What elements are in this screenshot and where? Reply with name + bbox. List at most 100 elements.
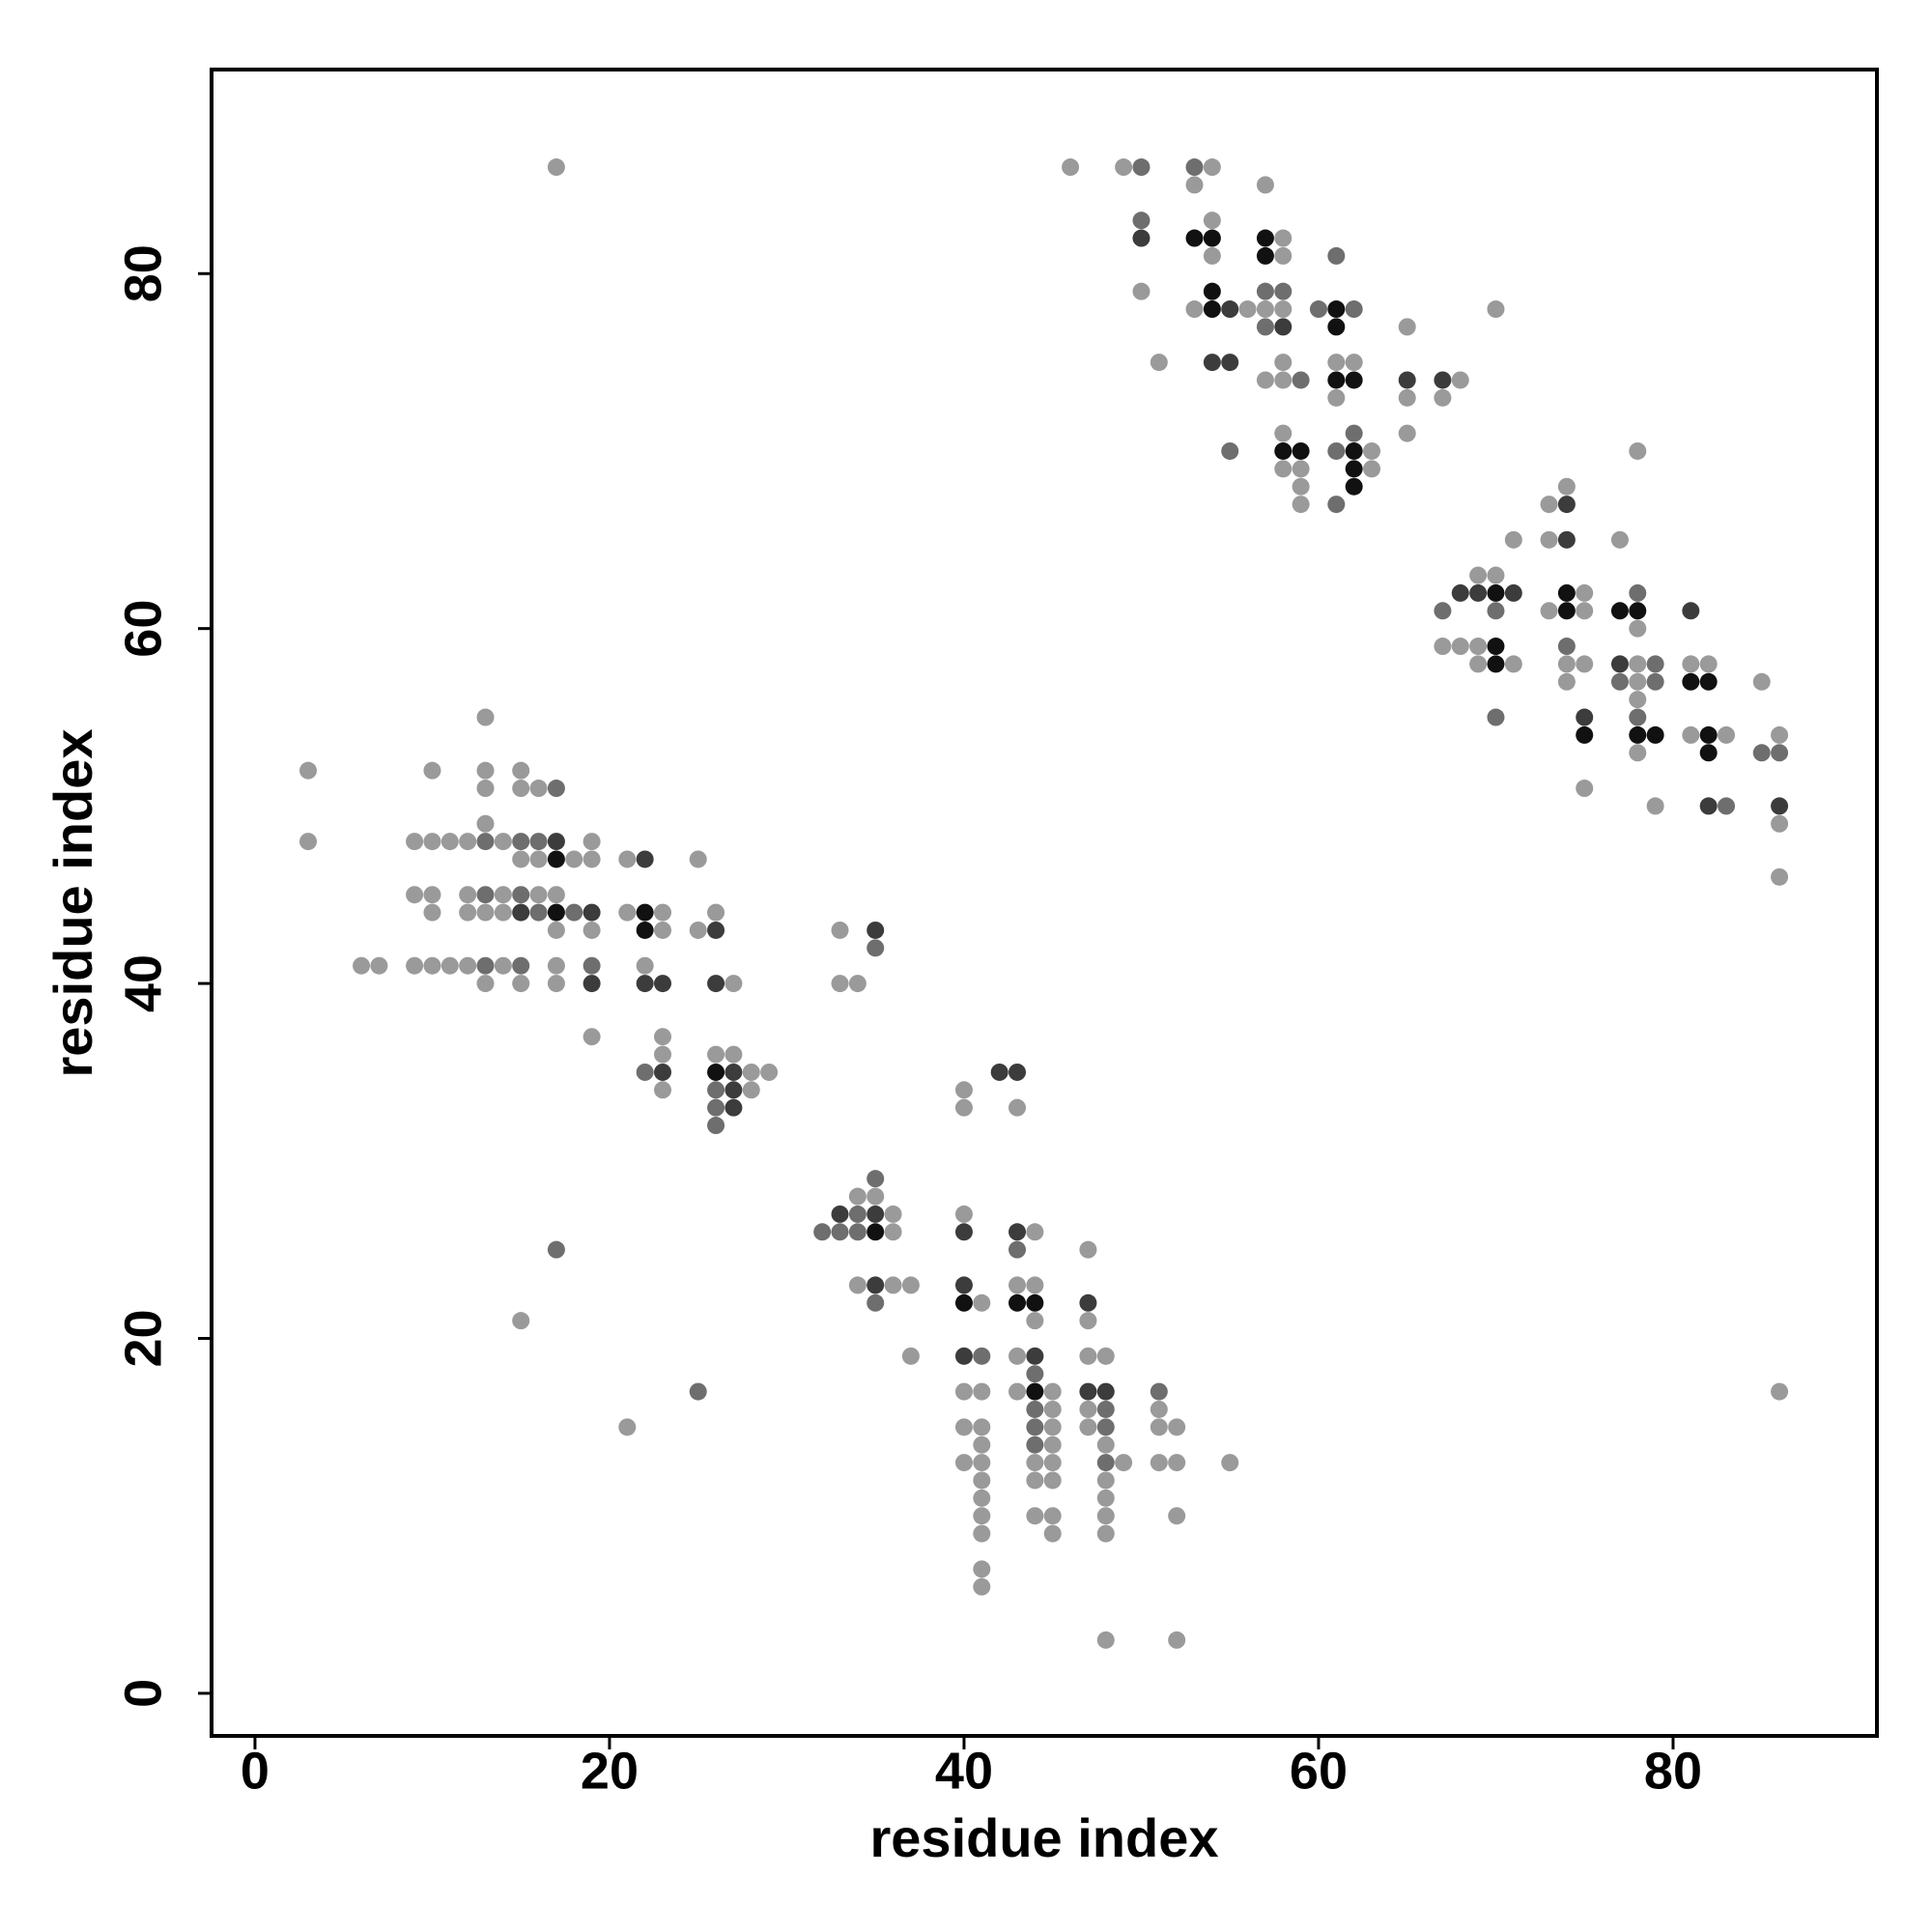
- point: [867, 1223, 885, 1241]
- point: [1504, 530, 1522, 549]
- point: [1629, 619, 1647, 638]
- point: [954, 1293, 973, 1312]
- point: [1096, 1347, 1115, 1365]
- point: [1629, 691, 1647, 709]
- point: [1699, 797, 1718, 815]
- point: [406, 956, 424, 975]
- point: [1557, 530, 1576, 549]
- point: [884, 1223, 902, 1241]
- point: [1274, 460, 1293, 478]
- point: [1274, 300, 1293, 319]
- point: [1009, 1063, 1027, 1081]
- point: [831, 1223, 849, 1241]
- point: [370, 956, 388, 975]
- point: [707, 1098, 725, 1117]
- point: [1718, 797, 1736, 815]
- point: [954, 1276, 973, 1294]
- point: [529, 903, 548, 922]
- point: [1398, 318, 1416, 336]
- point: [547, 1240, 565, 1259]
- point: [1629, 725, 1647, 744]
- point: [476, 708, 495, 726]
- point: [476, 956, 495, 975]
- point: [884, 1276, 902, 1294]
- point: [1345, 300, 1363, 319]
- point: [707, 903, 725, 922]
- point: [848, 1223, 867, 1241]
- point: [724, 1063, 743, 1081]
- point: [1345, 477, 1363, 496]
- point: [512, 780, 530, 798]
- point: [1043, 1454, 1062, 1472]
- point: [1557, 602, 1576, 620]
- x-tick-label: 20: [581, 1742, 639, 1800]
- point: [848, 1205, 867, 1223]
- point: [1752, 744, 1771, 762]
- point: [459, 956, 477, 975]
- point: [1576, 602, 1594, 620]
- point: [1274, 424, 1293, 442]
- point: [1096, 1435, 1115, 1454]
- point: [582, 833, 601, 851]
- point: [1079, 1400, 1097, 1418]
- point: [1115, 1454, 1133, 1472]
- point: [760, 1063, 779, 1081]
- point: [1557, 672, 1576, 691]
- point: [1487, 708, 1505, 726]
- point: [1043, 1400, 1062, 1418]
- point: [406, 886, 424, 904]
- point: [973, 1577, 991, 1596]
- point: [512, 886, 530, 904]
- point: [724, 1081, 743, 1099]
- point: [1203, 158, 1221, 177]
- point: [1487, 566, 1505, 584]
- point: [565, 850, 583, 868]
- point: [1771, 814, 1789, 833]
- point: [547, 903, 565, 922]
- point: [973, 1560, 991, 1578]
- point: [582, 1028, 601, 1046]
- point: [724, 975, 743, 993]
- point: [423, 903, 441, 922]
- point: [459, 886, 477, 904]
- point: [1221, 300, 1239, 319]
- point: [1168, 1631, 1186, 1649]
- point: [954, 1347, 973, 1365]
- point: [1327, 371, 1346, 389]
- point: [1150, 354, 1168, 372]
- point: [1309, 300, 1327, 319]
- point: [1079, 1240, 1097, 1259]
- point: [954, 1098, 973, 1117]
- point: [1629, 708, 1647, 726]
- point: [1345, 424, 1363, 442]
- point: [1345, 441, 1363, 460]
- point: [654, 1063, 672, 1081]
- y-tick-label: 60: [114, 600, 172, 658]
- point: [1043, 1507, 1062, 1525]
- point: [1150, 1454, 1168, 1472]
- point: [867, 921, 885, 939]
- point: [1345, 371, 1363, 389]
- point: [1504, 583, 1522, 602]
- point: [742, 1081, 760, 1099]
- point: [547, 833, 565, 851]
- point: [1771, 1382, 1789, 1401]
- point: [1185, 229, 1204, 247]
- point: [1487, 300, 1505, 319]
- point: [1576, 583, 1594, 602]
- point: [1292, 496, 1310, 514]
- point: [867, 1293, 885, 1312]
- point: [1096, 1400, 1115, 1418]
- point: [1026, 1312, 1044, 1330]
- point: [1576, 780, 1594, 798]
- point: [1096, 1489, 1115, 1507]
- point: [636, 921, 654, 939]
- point: [1256, 300, 1274, 319]
- point: [582, 903, 601, 922]
- point: [1451, 583, 1469, 602]
- point: [423, 956, 441, 975]
- point: [476, 780, 495, 798]
- point: [1274, 282, 1293, 300]
- point: [1327, 441, 1346, 460]
- point: [1256, 371, 1274, 389]
